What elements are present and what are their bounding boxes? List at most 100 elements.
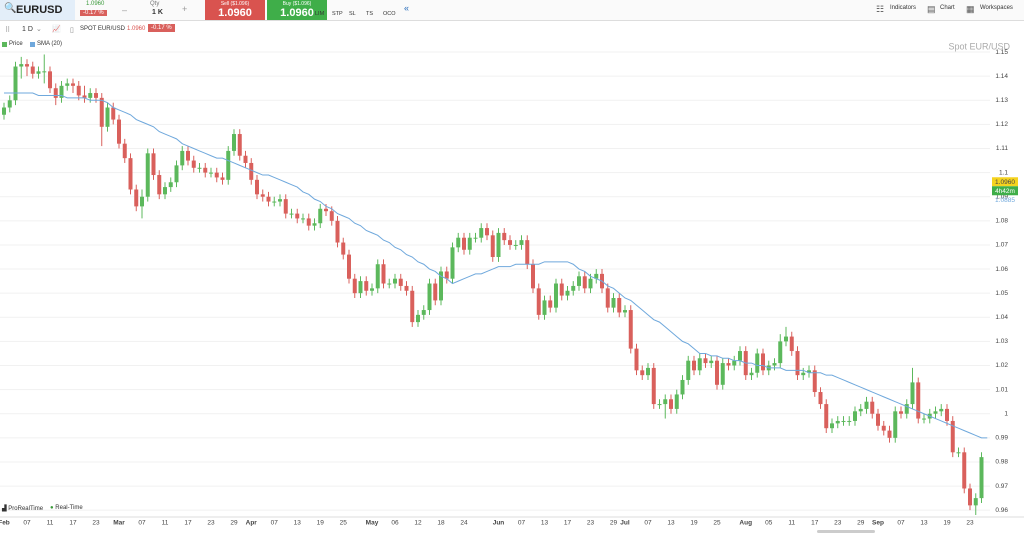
candle-body [381,264,386,284]
candle-body [864,401,869,409]
candle-body [605,288,610,308]
order-type[interactable]: TS [366,11,374,17]
candle-body [674,394,679,409]
candle-body [249,162,254,180]
x-tick-label: 29 [230,520,238,527]
candle-body [496,232,501,258]
candle-body [617,297,622,313]
y-tick-label: 0.99 [995,435,1008,442]
x-tick-label: 25 [340,520,348,527]
candle-body [111,107,116,120]
candle-body [48,71,52,89]
candle-body [910,382,915,405]
candle-body [278,199,282,202]
x-tick-label: 07 [897,520,905,527]
candle-body [749,372,754,376]
candle-body [19,64,24,67]
candle-body [594,273,599,279]
candle-body [818,392,823,405]
qty-minus[interactable]: – [122,5,128,15]
x-tick-label: 13 [294,520,302,527]
candle-body [968,488,972,506]
candle-body [347,254,351,279]
y-tick-label: 1.06 [995,266,1008,273]
qty[interactable]: 1 K [152,9,163,16]
candle-body [893,411,898,438]
candle-body [203,167,208,173]
x-tick-label: 24 [460,520,468,527]
candle-body [473,237,478,239]
collapse[interactable]: « [404,3,410,13]
candle-body [479,228,484,238]
x-tick-label: 13 [920,520,928,527]
buy-button[interactable]: Buy ($1.096) 1.0960 [267,0,327,20]
candle-body [732,360,737,366]
menu-item[interactable]: Chart [940,5,955,11]
order-type[interactable]: LIM [315,11,325,17]
candle-body [571,285,576,291]
x-tick-label: Mar [113,520,125,527]
candle-body [962,452,967,489]
candle-body [36,71,41,74]
x-tick-label: 17 [564,520,572,527]
candle-body [881,425,886,431]
candle-body [404,285,409,291]
x-tick-label: 25 [713,520,721,527]
x-tick-label: 07 [271,520,279,527]
order-type[interactable]: OCO [383,11,396,17]
qty-plus[interactable]: + [182,4,188,14]
x-tick-label: 07 [138,520,146,527]
menu-item[interactable]: Workspaces [980,5,1013,11]
feed-name: Real-Time [55,505,83,511]
candle-body [956,452,961,454]
y-tick-label: 1.01 [995,386,1008,393]
candle-body [536,288,541,315]
candle-body [525,240,530,265]
candle-body [283,199,288,214]
y-tick-label: 1.09 [995,193,1008,200]
price-tag [992,177,1018,187]
header-change: -0.17 % [148,24,175,32]
candle-body [680,379,685,395]
candle-body [174,165,179,183]
candle-body [513,244,518,246]
y-tick-label: 0.96 [995,507,1008,514]
candle-body [835,420,840,424]
provider-name: ProRealTime [8,506,44,512]
candle-body [853,411,857,421]
candle-body [444,271,449,279]
candle-body [876,413,880,426]
menu-item[interactable]: Indicators [890,5,917,11]
candle-body [122,143,127,159]
candle-body [168,182,173,188]
scrollbar[interactable] [817,530,875,533]
candle-body [502,232,507,241]
candle-body [393,278,397,284]
toolbar: 🔍 EURUSD 1.0960 -0.17 % – Qty 1 K + Sell … [0,0,1024,21]
x-tick-label: 07 [23,520,31,527]
x-tick-label: 13 [541,520,549,527]
sell-button[interactable]: Sell ($1.096) 1.0960 [205,0,265,20]
candle-body [726,363,731,366]
chart-header: ⠿ 1 D ⌄ 📈 ▯ SPOT EUR/USD 1.0960 -0.17 % [0,21,1024,39]
candle-body [421,310,426,315]
candle-body [686,360,691,380]
x-tick-label: Jun [493,520,505,527]
candle-body [692,360,696,371]
order-type[interactable]: STP [332,11,343,17]
provider: ▟ ProRealTime [2,506,44,512]
candle-body [789,336,794,352]
order-type[interactable]: SL [349,11,356,17]
candle-body [329,211,334,221]
interval[interactable]: 1 D [22,26,33,33]
x-tick-label: Jul [620,520,630,527]
candle-body [71,83,75,86]
symbol-box[interactable]: 🔍 EURUSD [0,0,75,20]
candle-body [628,310,633,349]
candle-body [847,420,852,422]
candle-body [370,288,374,291]
candle-body [157,175,162,195]
sma-tag-label: 1.0885 [995,197,1015,204]
y-tick-label: 1.04 [995,314,1008,321]
